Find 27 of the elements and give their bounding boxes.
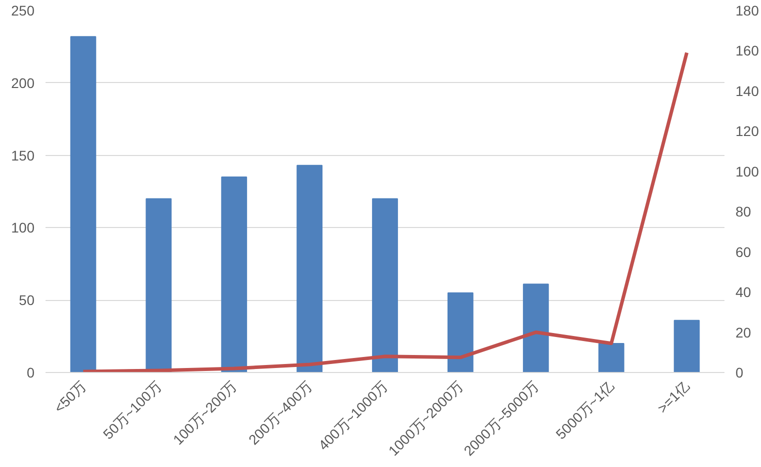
- y2-tick-label: 100: [736, 163, 760, 180]
- line-series: [81, 50, 689, 372]
- y-tick-label: 200: [11, 74, 35, 91]
- x-tick-label: >=1亿: [654, 378, 692, 416]
- bar: [598, 343, 624, 372]
- y2-tick-label: 120: [736, 123, 760, 140]
- bar: [522, 284, 549, 372]
- y2-tick-label: 80: [736, 204, 752, 220]
- y-tick-label: 100: [11, 220, 35, 236]
- bar: [674, 320, 700, 372]
- bar: [296, 164, 323, 372]
- bar: [70, 36, 96, 372]
- y2-tick-label: 20: [736, 324, 752, 340]
- y2-tick-label: 140: [736, 82, 760, 99]
- y-tick-label: 50: [18, 292, 35, 308]
- y2-tick-label: 40: [736, 284, 752, 300]
- y2-tick-label: 0: [736, 364, 744, 380]
- bar: [221, 176, 248, 372]
- y2-tick-label: 160: [736, 42, 760, 59]
- y-tick-label: 150: [11, 147, 35, 164]
- bar: [447, 292, 474, 372]
- y-tick-label: 250: [11, 2, 35, 18]
- y2-tick-label: 60: [736, 244, 752, 260]
- y2-tick-label: 180: [736, 2, 760, 18]
- y-tick-label: 0: [26, 364, 35, 380]
- bar: [372, 198, 398, 372]
- x-tick-label: <50万: [50, 378, 89, 416]
